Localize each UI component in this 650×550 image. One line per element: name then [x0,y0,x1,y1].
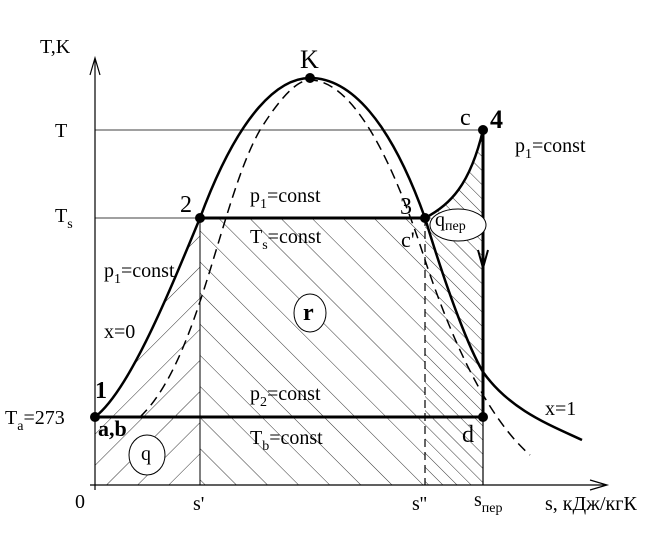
sub: пер [482,501,503,516]
label-circles [128,208,487,476]
point-label: d [462,422,474,448]
point-label: a,b [98,416,127,441]
x-label: s, кДж/кгК [545,493,637,515]
main: p [104,260,114,282]
sub: пер [445,219,466,234]
point-label: K [300,45,319,74]
main: s [474,489,482,511]
point-label: 4 [490,105,503,134]
annotation: Ts=const [250,226,322,253]
rest: =273 [23,407,64,429]
sub: a [17,419,24,434]
point-label: 2 [180,192,192,218]
circle-q [128,434,166,476]
sub: 1 [525,147,532,162]
rest: =const [267,185,321,207]
rest: =const [267,383,321,405]
point-k [305,73,315,83]
annotation: qпер [435,209,466,234]
origin: 0 [75,491,85,513]
main: p [250,383,260,405]
superheat-curve [424,129,485,220]
annotation: q [141,443,151,465]
circle-r [293,293,327,333]
hatch-r [200,218,425,485]
annotation: Tb=const [250,427,323,454]
main: s'' [412,493,427,515]
x-tick: s' [193,493,204,515]
y-tick: Ts [55,205,73,232]
point-label: 1 [95,378,107,404]
main: T [5,407,17,429]
annotation: p1=const [250,185,321,212]
annotation: x=1 [545,398,576,420]
dashed-curve [139,79,531,456]
main: T [55,205,67,227]
point-1 [90,412,100,422]
y-tick: Ta=273 [5,407,65,434]
x-tick: s'' [412,493,427,515]
main: p [515,135,525,157]
main: T [250,427,262,449]
main: q [435,209,445,231]
annotation: p1=const [104,260,175,287]
annotation: r [303,300,314,326]
rest: =const [269,427,323,449]
sub: 1 [260,197,267,212]
annotation: p2=const [250,383,321,410]
y-arrow [89,55,101,76]
x-tick: sпер [474,489,503,516]
sub: b [262,439,269,454]
annotation: x=0 [104,321,135,343]
down-arrow [477,249,489,272]
point-c [478,125,488,135]
circle-qper [429,208,487,242]
point-2 [195,213,205,223]
points [90,73,488,422]
sub: 1 [114,272,121,287]
rest: =const [532,135,586,157]
x-arrow [589,479,610,491]
sub: s [262,238,267,253]
sub: 2 [260,395,267,410]
point-label: c [460,105,471,131]
main: T [55,120,67,142]
curves [94,76,583,456]
point-label: c' [401,227,415,252]
main: T [250,226,262,248]
point-3 [420,213,430,223]
main: s' [193,493,204,515]
rest: =const [268,226,322,248]
rest: =const [121,260,175,282]
y-label: T,K [40,36,71,58]
sub: s [67,217,72,232]
annotation: p1=const [515,135,586,162]
point-label: 3 [400,194,412,220]
point-d [478,412,488,422]
main: p [250,185,260,207]
y-tick: T [55,120,67,142]
